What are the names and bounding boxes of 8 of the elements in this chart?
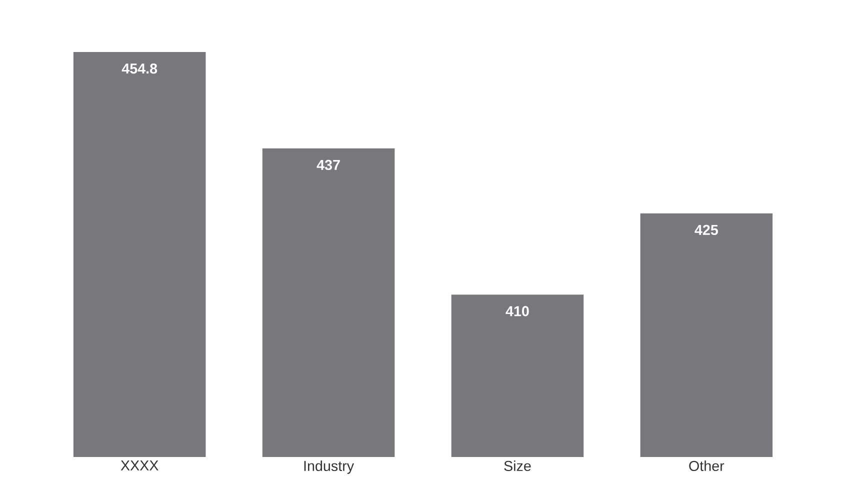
x-tick-label: XXXX [120, 460, 158, 470]
data-label: 454.8 [122, 63, 158, 74]
x-tick-label: Industry [304, 460, 354, 474]
x-tick-label: Size [504, 460, 531, 472]
data-label: 410 [506, 306, 529, 316]
data-label: 425 [694, 224, 718, 235]
x-tick-label: Other [689, 460, 724, 472]
data-label: 437 [316, 160, 340, 170]
